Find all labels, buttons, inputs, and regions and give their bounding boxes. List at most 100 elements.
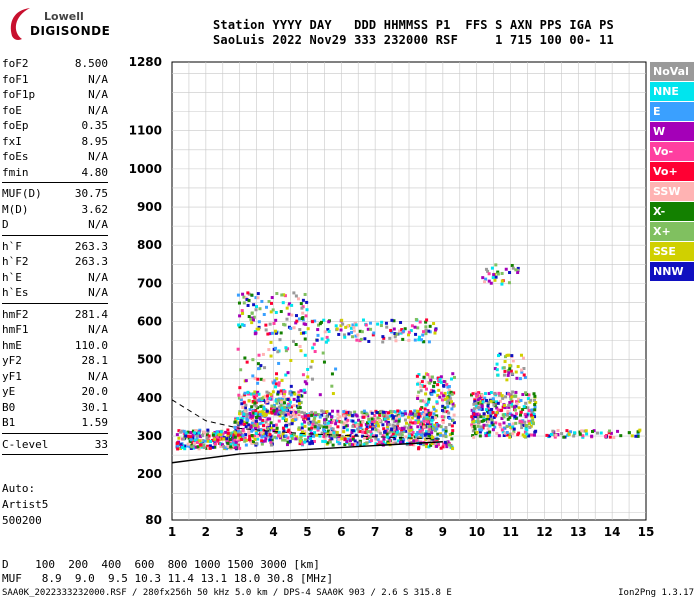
echo-point: [399, 436, 403, 440]
echo-point: [222, 444, 226, 448]
echo-point: [197, 439, 201, 443]
echo-point: [503, 406, 507, 410]
echo-point: [314, 411, 318, 415]
echo-point: [520, 368, 524, 372]
echo-point: [180, 442, 184, 446]
echo-point: [180, 445, 184, 449]
echo-point: [506, 410, 510, 414]
echo-point: [298, 439, 302, 443]
echo-point: [274, 409, 278, 413]
echo-point: [527, 434, 531, 438]
echo-point: [261, 418, 265, 422]
echo-point: [236, 426, 240, 430]
echo-point: [486, 427, 490, 431]
echo-point: [254, 331, 258, 335]
echo-point: [235, 439, 239, 443]
echo-point: [498, 352, 502, 356]
echo-point: [329, 431, 333, 435]
echo-point: [299, 439, 303, 443]
echo-point: [234, 439, 238, 443]
echo-point: [251, 411, 255, 415]
echo-point: [386, 441, 390, 445]
echo-point: [303, 331, 307, 335]
echo-point: [205, 446, 209, 450]
echo-point: [288, 441, 292, 445]
echo-point: [415, 437, 419, 441]
echo-point: [358, 425, 362, 429]
echo-point: [496, 272, 500, 276]
echo-point: [567, 431, 571, 435]
echo-point: [242, 412, 246, 416]
echo-point: [309, 412, 313, 416]
echo-point: [490, 400, 494, 404]
echo-point: [443, 432, 447, 436]
echo-point: [511, 422, 515, 426]
echo-point: [302, 322, 306, 326]
echo-point: [301, 373, 305, 377]
echo-point: [514, 412, 518, 416]
echo-point: [299, 302, 303, 306]
echo-point: [247, 315, 251, 319]
echo-point: [248, 408, 252, 412]
echo-point: [523, 412, 527, 416]
echo-point: [533, 408, 537, 412]
echo-point: [309, 411, 313, 415]
echo-point: [339, 319, 343, 323]
echo-point: [370, 417, 374, 421]
param-value: 28.1: [81, 354, 109, 367]
echo-point: [308, 412, 312, 416]
echo-point: [354, 323, 358, 327]
echo-point: [378, 414, 382, 418]
echo-point: [282, 395, 286, 399]
echo-point: [252, 411, 256, 415]
echo-point: [427, 439, 431, 443]
echo-point: [274, 382, 278, 386]
echo-point: [470, 425, 474, 429]
echo-point: [252, 394, 256, 398]
echo-point: [286, 408, 290, 412]
echo-point: [393, 332, 397, 336]
echo-point: [397, 409, 401, 413]
param-label: h`F2: [2, 255, 29, 268]
echo-point: [213, 442, 217, 446]
echo-point: [495, 411, 499, 415]
echo-point: [367, 339, 371, 343]
echo-point: [415, 318, 419, 322]
echo-point: [442, 380, 446, 384]
echo-point: [211, 433, 215, 437]
echo-point: [251, 318, 255, 322]
echo-point: [475, 394, 479, 398]
echo-point: [231, 431, 235, 435]
echo-point: [512, 405, 516, 409]
echo-point: [409, 432, 413, 436]
echo-point: [507, 281, 511, 285]
echo-point: [176, 447, 180, 451]
echo-point: [523, 430, 527, 434]
echo-point: [352, 329, 356, 333]
echo-point: [365, 412, 369, 416]
echo-point: [266, 417, 270, 421]
echo-point: [482, 415, 486, 419]
echo-point: [442, 410, 446, 414]
echo-point: [511, 372, 515, 376]
echo-point: [392, 327, 396, 331]
echo-point: [324, 433, 328, 437]
echo-point: [242, 414, 246, 418]
echo-point: [384, 419, 388, 423]
echo-point: [508, 416, 512, 420]
echo-point: [530, 411, 534, 415]
param-row: h`F2 263.3: [2, 254, 108, 270]
echo-point: [359, 423, 363, 427]
echo-point: [320, 320, 324, 324]
echo-point: [361, 318, 365, 322]
echo-point: [211, 438, 215, 442]
echo-point: [342, 421, 346, 425]
distance-row: D 100 200 400 600 800 1000 1500 3000 [km…: [2, 558, 320, 571]
echo-point: [262, 378, 266, 382]
echo-point: [297, 426, 301, 430]
echo-point: [275, 411, 279, 415]
echo-point: [502, 433, 506, 437]
echo-point: [233, 425, 237, 429]
echo-point: [480, 393, 484, 397]
echo-point: [343, 412, 347, 416]
